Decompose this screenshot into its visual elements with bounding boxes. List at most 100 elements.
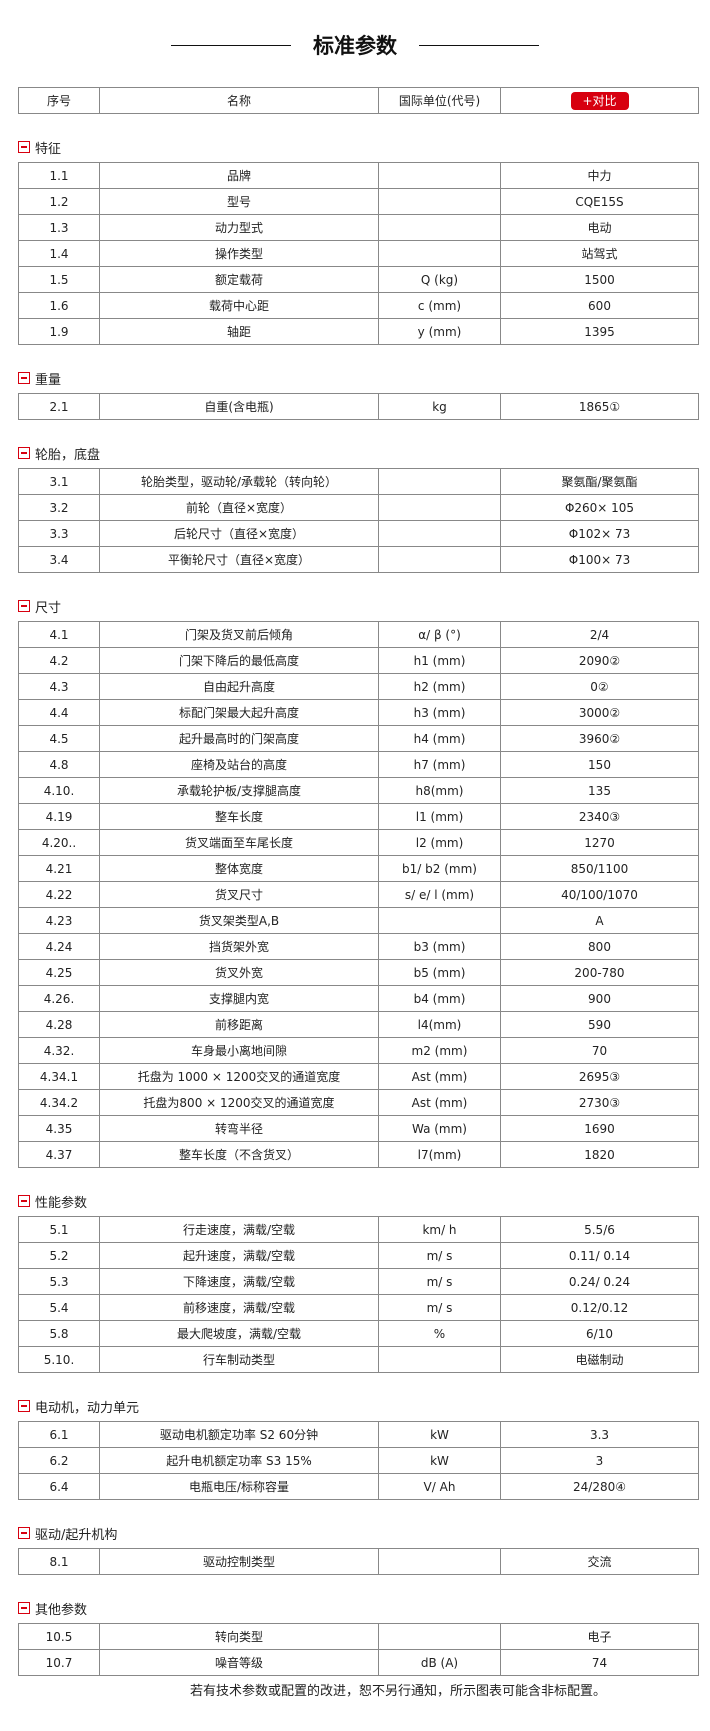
spec-index: 4.2 xyxy=(18,647,100,674)
table-row: 4.10. 承载轮护板/支撑腿高度 h8(mm) 135 xyxy=(18,777,699,804)
spec-index: 4.21 xyxy=(18,855,100,882)
table-row: 4.3 自由起升高度 h2 (mm) 0② xyxy=(18,673,699,700)
spec-value: 74 xyxy=(500,1649,699,1676)
spec-value: 1500 xyxy=(500,266,699,293)
table-row: 4.2 门架下降后的最低高度 h1 (mm) 2090② xyxy=(18,647,699,674)
spec-value: 135 xyxy=(500,777,699,804)
table-row: 6.4 电瓶电压/标称容量 V/ Ah 24/280④ xyxy=(18,1473,699,1500)
spec-index: 4.37 xyxy=(18,1141,100,1168)
header-table: 序号 名称 国际单位(代号) +对比 xyxy=(18,87,699,114)
collapse-icon[interactable] xyxy=(18,447,30,459)
collapse-icon[interactable] xyxy=(18,1195,30,1207)
spec-container: 序号 名称 国际单位(代号) +对比 特征 1.1 品牌 中力 1.2 型号 CQE15S 1… xyxy=(18,87,699,1676)
spec-value: 900 xyxy=(500,985,699,1012)
title-bar: 标准参数 xyxy=(0,30,710,60)
spec-table: 4.1 门架及货叉前后倾角 α/ β (°) 2/4 4.2 门架下降后的最低高度 h1 (… xyxy=(18,621,699,1168)
table-row: 3.3 后轮尺寸（直径×宽度） Φ102× 73 xyxy=(18,520,699,547)
spec-name: 驱动电机额定功率 S2 60分钟 xyxy=(99,1421,379,1448)
collapse-icon[interactable] xyxy=(18,141,30,153)
section-header[interactable]: 驱动/起升机构 xyxy=(18,1524,698,1543)
spec-index: 4.5 xyxy=(18,725,100,752)
table-row: 4.24 挡货架外宽 b3 (mm) 800 xyxy=(18,933,699,960)
section-title: 轮胎，底盘 xyxy=(35,447,101,463)
table-row: 4.28 前移距离 l4(mm) 590 xyxy=(18,1011,699,1038)
spec-value: 1865① xyxy=(500,393,699,420)
spec-unit: c (mm) xyxy=(378,292,501,319)
table-row: 4.35 转弯半径 Wa (mm) 1690 xyxy=(18,1115,699,1142)
compare-button[interactable]: +对比 xyxy=(570,91,629,110)
spec-name: 整车长度（不含货叉） xyxy=(99,1141,379,1168)
spec-value: 3 xyxy=(500,1447,699,1474)
spec-unit xyxy=(378,520,501,547)
spec-unit xyxy=(378,162,501,189)
table-row: 5.3 下降速度，满载/空载 m/ s 0.24/ 0.24 xyxy=(18,1268,699,1295)
spec-index: 4.10. xyxy=(18,777,100,804)
spec-value: 聚氨酯/聚氨酯 xyxy=(500,468,699,495)
section-header[interactable]: 电动机，动力单元 xyxy=(18,1397,698,1416)
spec-name: 额定载荷 xyxy=(99,266,379,293)
section-header[interactable]: 特征 xyxy=(18,138,698,157)
spec-value: 中力 xyxy=(500,162,699,189)
spec-unit: s/ e/ l (mm) xyxy=(378,881,501,908)
spec-unit: b4 (mm) xyxy=(378,985,501,1012)
spec-unit: km/ h xyxy=(378,1216,501,1243)
section-header[interactable]: 尺寸 xyxy=(18,597,698,616)
spec-name: 货叉尺寸 xyxy=(99,881,379,908)
section-header[interactable]: 性能参数 xyxy=(18,1192,698,1211)
section-header[interactable]: 其他参数 xyxy=(18,1599,698,1618)
table-row: 4.22 货叉尺寸 s/ e/ l (mm) 40/100/1070 xyxy=(18,881,699,908)
spec-unit: h7 (mm) xyxy=(378,751,501,778)
spec-value: 电动 xyxy=(500,214,699,241)
spec-index: 4.25 xyxy=(18,959,100,986)
spec-index: 3.2 xyxy=(18,494,100,521)
table-row: 4.26. 支撑腿内宽 b4 (mm) 900 xyxy=(18,985,699,1012)
spec-index: 6.4 xyxy=(18,1473,100,1500)
spec-value: 590 xyxy=(500,1011,699,1038)
spec-table: 2.1 自重(含电瓶) kg 1865① xyxy=(18,393,699,420)
spec-value: 2730③ xyxy=(500,1089,699,1116)
spec-name: 挡货架外宽 xyxy=(99,933,379,960)
spec-name: 起升最高时的门架高度 xyxy=(99,725,379,752)
spec-index: 5.1 xyxy=(18,1216,100,1243)
spec-unit: % xyxy=(378,1320,501,1347)
spec-index: 4.34.2 xyxy=(18,1089,100,1116)
table-row: 1.4 操作类型 站驾式 xyxy=(18,240,699,267)
spec-index: 4.4 xyxy=(18,699,100,726)
section-header[interactable]: 轮胎，底盘 xyxy=(18,444,698,463)
spec-index: 3.4 xyxy=(18,546,100,573)
spec-index: 4.28 xyxy=(18,1011,100,1038)
spec-index: 4.32. xyxy=(18,1037,100,1064)
spec-value: 40/100/1070 xyxy=(500,881,699,908)
table-row: 3.2 前轮（直径×宽度） Φ260× 105 xyxy=(18,494,699,521)
table-row: 6.2 起升电机额定功率 S3 15% kW 3 xyxy=(18,1447,699,1474)
collapse-icon[interactable] xyxy=(18,1400,30,1412)
section-header[interactable]: 重量 xyxy=(18,369,698,388)
spec-value: 3000② xyxy=(500,699,699,726)
spec-index: 4.1 xyxy=(18,621,100,648)
spec-name: 最大爬坡度，满载/空载 xyxy=(99,1320,379,1347)
table-row: 4.20.. 货叉端面至车尾长度 l2 (mm) 1270 xyxy=(18,829,699,856)
header-index: 序号 xyxy=(18,87,100,114)
spec-value: 0.11/ 0.14 xyxy=(500,1242,699,1269)
collapse-icon[interactable] xyxy=(18,600,30,612)
spec-index: 4.34.1 xyxy=(18,1063,100,1090)
spec-name: 支撑腿内宽 xyxy=(99,985,379,1012)
spec-name: 转弯半径 xyxy=(99,1115,379,1142)
collapse-icon[interactable] xyxy=(18,372,30,384)
collapse-icon[interactable] xyxy=(18,1602,30,1614)
collapse-icon[interactable] xyxy=(18,1527,30,1539)
spec-unit: h2 (mm) xyxy=(378,673,501,700)
spec-value: 200-780 xyxy=(500,959,699,986)
spec-value: 1690 xyxy=(500,1115,699,1142)
spec-value: Φ102× 73 xyxy=(500,520,699,547)
spec-name: 行走速度，满载/空载 xyxy=(99,1216,379,1243)
spec-name: 噪音等级 xyxy=(99,1649,379,1676)
table-row: 10.7 噪音等级 dB (A) 74 xyxy=(18,1649,699,1676)
spec-name: 承载轮护板/支撑腿高度 xyxy=(99,777,379,804)
table-row: 4.1 门架及货叉前后倾角 α/ β (°) 2/4 xyxy=(18,621,699,648)
header-name: 名称 xyxy=(99,87,379,114)
spec-unit: l7(mm) xyxy=(378,1141,501,1168)
spec-index: 8.1 xyxy=(18,1548,100,1575)
spec-index: 5.2 xyxy=(18,1242,100,1269)
title-divider-left xyxy=(171,44,291,46)
